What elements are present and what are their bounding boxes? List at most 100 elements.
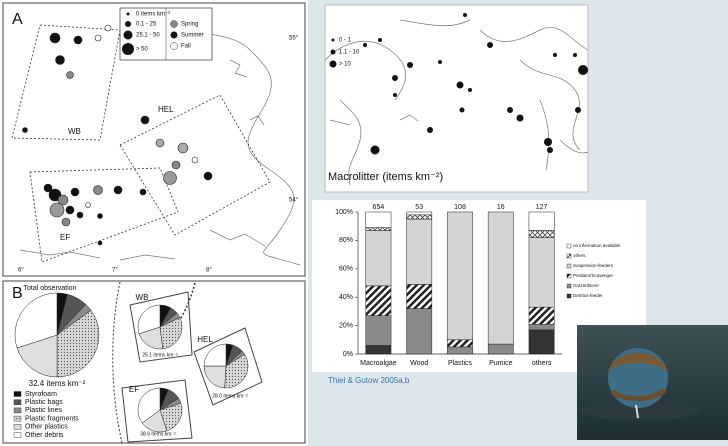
bar-segment: [406, 284, 433, 309]
decoration: [126, 12, 130, 16]
decoration: [324, 19, 589, 101]
y-tick-label: 40%: [339, 294, 353, 301]
season-legend: Summer: [181, 33, 204, 39]
decoration: [97, 213, 103, 219]
decoration: [427, 127, 433, 133]
bar-segment: [528, 329, 555, 355]
pie-subtitle: 28.0 items km⁻²: [212, 393, 248, 399]
pie-slice: [137, 387, 161, 424]
decoration: [163, 171, 177, 185]
decoration: [459, 107, 465, 113]
bar-segment: [528, 306, 555, 325]
decoration: [73, 35, 83, 45]
decoration: [456, 81, 464, 89]
legend-label: no information available: [573, 243, 621, 248]
lon-label: 6°: [18, 268, 24, 274]
size-legend: 0.1 - 25: [136, 22, 157, 28]
decoration: [170, 31, 178, 39]
legend-swatch: [13, 415, 22, 422]
decoration: [468, 88, 472, 92]
decoration: [43, 183, 53, 193]
decoration: [22, 127, 28, 133]
panel-label: B: [12, 285, 23, 302]
region-label: HEL: [158, 105, 174, 114]
count-label: 127: [536, 204, 548, 211]
pie-title: EF: [129, 385, 139, 394]
bar-segment: [365, 285, 392, 316]
legend-label: Styrofoam: [25, 391, 57, 398]
decoration: [573, 53, 577, 57]
pie-slice: [159, 317, 183, 350]
legend-swatch: [13, 432, 22, 438]
pie-slice: [203, 343, 227, 367]
size-legend: 0 items km⁻²: [136, 12, 170, 18]
decoration: [121, 379, 193, 443]
decoration: [580, 400, 700, 420]
decoration: [438, 60, 442, 64]
decoration: [11, 24, 121, 141]
decoration: [170, 20, 178, 28]
decoration: [191, 156, 199, 164]
decoration: [392, 75, 398, 81]
decoration: [544, 138, 552, 146]
decoration: 0 items km⁻² 0.1 - 25 25.1 - 50 > 50 Spr…: [136, 12, 204, 53]
decoration: [2, 2, 306, 277]
bar-segment: [406, 211, 433, 216]
decoration: [610, 387, 667, 401]
pie-subtitle: 32.4 items km⁻²: [29, 379, 86, 388]
region-label: EF: [60, 233, 70, 242]
decoration: [209, 59, 266, 247]
legend-label: Other debris: [25, 432, 64, 439]
x-tick-label: Pumice: [489, 360, 512, 367]
decoration: [463, 13, 467, 17]
count-label: 53: [415, 204, 423, 211]
x-tick-label: Macroalgae: [360, 360, 397, 367]
legend-label: Suspension-feeders: [573, 263, 614, 268]
decoration: [61, 217, 71, 227]
legend-swatch: [13, 399, 22, 405]
decoration: [329, 13, 588, 155]
decoration: [635, 404, 639, 419]
legend-swatch: [566, 283, 572, 289]
decoration: [507, 107, 513, 113]
decoration: [66, 71, 74, 79]
y-tick-label: 100%: [335, 209, 353, 216]
decoration: [122, 43, 134, 55]
decoration: [578, 65, 588, 75]
decoration: [113, 185, 123, 195]
decoration: [516, 114, 524, 122]
decoration: [139, 188, 147, 196]
pie-slice: [203, 365, 227, 389]
decoration: [49, 202, 65, 218]
legend-swatch: [566, 243, 572, 249]
decoration: [55, 55, 65, 65]
decoration: [179, 19, 301, 266]
decoration: [553, 53, 557, 57]
decoration: [608, 352, 668, 372]
bar-segment: [447, 346, 473, 355]
decoration: [85, 202, 91, 208]
decoration: [170, 42, 178, 50]
pie-slice: [159, 402, 183, 432]
legend-swatch: [566, 293, 572, 299]
decoration: [331, 38, 335, 42]
map-legend: 1.1 - 10: [339, 50, 360, 56]
map-caption: Macrolitter (items km⁻²): [328, 171, 443, 183]
legend-label: Grazer/Borer: [573, 283, 600, 288]
decoration: [575, 107, 581, 113]
bar-segment: [406, 218, 433, 285]
decoration: [407, 62, 413, 68]
y-tick-label: 20%: [339, 322, 353, 329]
pie-slice: [56, 309, 100, 378]
bar-segment: [528, 237, 555, 308]
legend-swatch: [566, 273, 572, 279]
decoration: [363, 43, 367, 47]
season-legend: Spring: [181, 22, 198, 28]
legend-label: Plastic bags: [25, 399, 63, 406]
pie-slice: [224, 353, 249, 389]
x-tick-label: Wood: [410, 360, 428, 367]
pie-subtitle: 25.1 items km⁻²: [142, 352, 178, 358]
bar-segment: [406, 214, 433, 220]
photo: [577, 325, 728, 440]
